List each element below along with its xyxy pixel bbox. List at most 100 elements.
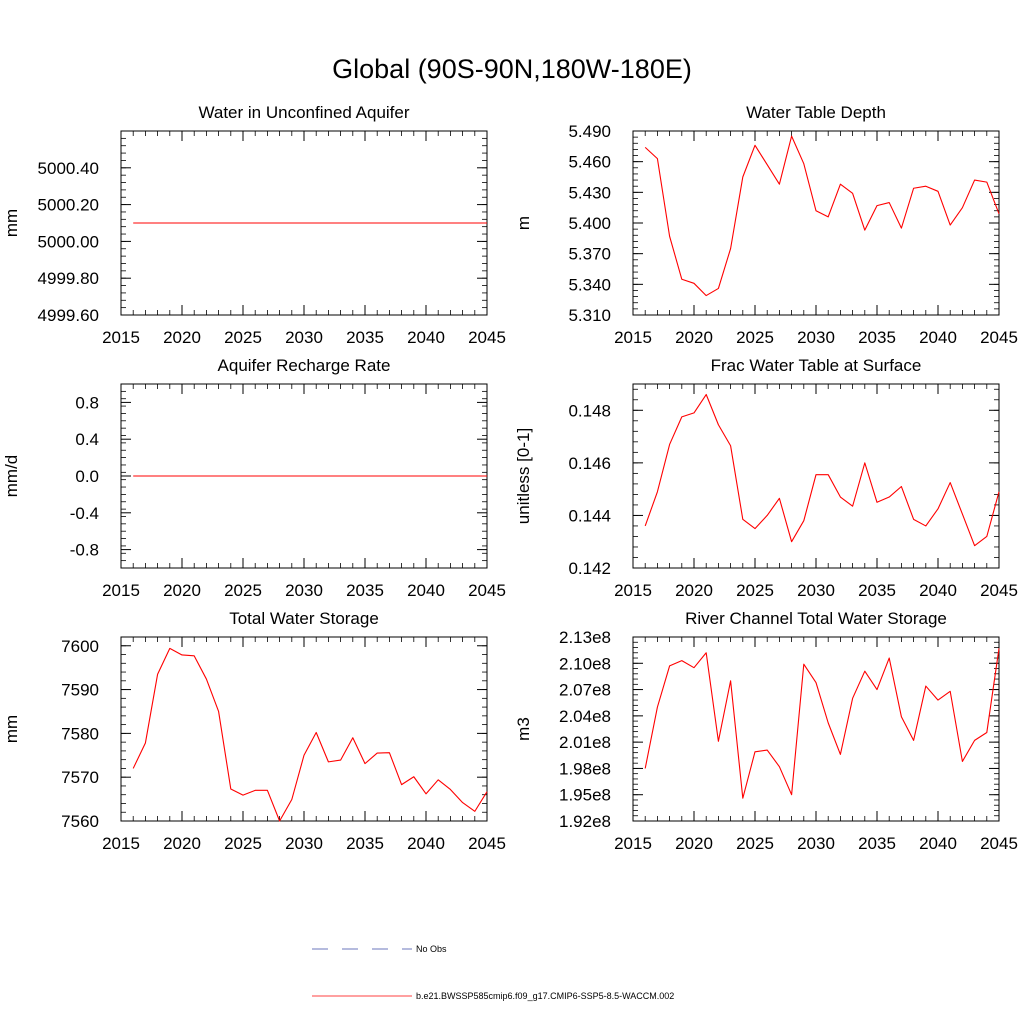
y-tick-label: 2.04e8 bbox=[559, 707, 611, 726]
y-tick-label: 5000.40 bbox=[38, 159, 99, 178]
series-line-1 bbox=[644, 135, 1000, 297]
y-tick-label: 0.8 bbox=[75, 393, 99, 412]
x-tick-label: 2030 bbox=[285, 328, 323, 347]
y-tick-label: 7600 bbox=[61, 637, 99, 656]
panel-title: Total Water Storage bbox=[229, 609, 379, 628]
chart-panels: 2015 2020 2025 2030 2035 2040 2045 4999.60 4999.… bbox=[2, 103, 1018, 853]
x-tick-label: 2020 bbox=[163, 834, 201, 853]
chart-panel-2: 2015 2020 2025 2030 2035 2040 2045 5.310 5.340 5.… bbox=[514, 103, 1018, 347]
chart-panel-1: 2015 2020 2025 2030 2035 2040 2045 4999.60 4999.… bbox=[2, 103, 506, 347]
y-axis-label: mm bbox=[2, 715, 21, 743]
y-tick-label: 5000.00 bbox=[38, 232, 99, 251]
y-tick-label: 5.490 bbox=[568, 122, 611, 141]
plot-frame bbox=[120, 636, 488, 822]
y-axis-label: m bbox=[514, 216, 533, 230]
x-tick-label: 2045 bbox=[468, 581, 506, 600]
panel-title: Frac Water Table at Surface bbox=[711, 356, 922, 375]
x-tick-label: 2015 bbox=[614, 581, 652, 600]
y-tick-label: 7560 bbox=[61, 812, 99, 831]
y-tick-label: 2.13e8 bbox=[559, 628, 611, 647]
x-tick-label: 2045 bbox=[468, 834, 506, 853]
x-tick-label: 2045 bbox=[468, 328, 506, 347]
x-tick-label: 2045 bbox=[980, 328, 1018, 347]
x-tick-label: 2040 bbox=[407, 328, 445, 347]
legend bbox=[312, 948, 412, 997]
x-tick-label: 2030 bbox=[285, 834, 323, 853]
y-tick-label: 0.142 bbox=[568, 559, 611, 578]
y-tick-label: 1.95e8 bbox=[559, 786, 611, 805]
y-tick-label: 5.400 bbox=[568, 214, 611, 233]
panel-title: River Channel Total Water Storage bbox=[685, 609, 947, 628]
x-tick-label: 2040 bbox=[407, 581, 445, 600]
x-tick-label: 2025 bbox=[736, 328, 774, 347]
chart-panel-3: 2015 2020 2025 2030 2035 2040 2045 -0.8 -0.4 0.0 0… bbox=[2, 356, 506, 600]
y-tick-label: 0.144 bbox=[568, 506, 611, 525]
x-tick-label: 2025 bbox=[736, 581, 774, 600]
y-tick-label: 7590 bbox=[61, 681, 99, 700]
x-tick-label: 2035 bbox=[858, 328, 896, 347]
x-tick-label: 2040 bbox=[919, 581, 957, 600]
legend-label-no-obs: No Obs bbox=[416, 944, 447, 954]
x-tick-label: 2020 bbox=[675, 328, 713, 347]
series-line-1 bbox=[644, 393, 1000, 547]
x-tick-label: 2015 bbox=[614, 834, 652, 853]
x-tick-label: 2030 bbox=[797, 328, 835, 347]
y-tick-label: 5.340 bbox=[568, 275, 611, 294]
x-tick-label: 2040 bbox=[919, 328, 957, 347]
figure-title: Global (90S-90N,180W-180E) bbox=[332, 54, 692, 84]
x-tick-label: 2020 bbox=[163, 328, 201, 347]
x-tick-label: 2040 bbox=[407, 834, 445, 853]
x-tick-label: 2025 bbox=[224, 328, 262, 347]
series-line-1 bbox=[132, 647, 488, 822]
chart-panel-6: 2015 2020 2025 2030 2035 2040 2045 1.92e8 1.95e8… bbox=[514, 609, 1018, 853]
x-tick-label: 2025 bbox=[224, 834, 262, 853]
y-tick-label: 1.98e8 bbox=[559, 759, 611, 778]
x-tick-label: 2015 bbox=[102, 834, 140, 853]
y-axis-label: mm/d bbox=[2, 455, 21, 498]
x-tick-label: 2020 bbox=[675, 581, 713, 600]
x-tick-label: 2035 bbox=[858, 581, 896, 600]
y-tick-label: 4999.80 bbox=[38, 269, 99, 288]
y-tick-label: -0.8 bbox=[70, 541, 99, 560]
y-tick-label: 5.370 bbox=[568, 245, 611, 264]
y-axis-label: mm bbox=[2, 209, 21, 237]
y-tick-label: 5000.20 bbox=[38, 196, 99, 215]
panel-title: Water in Unconfined Aquifer bbox=[198, 103, 409, 122]
y-tick-label: 2.07e8 bbox=[559, 681, 611, 700]
y-tick-label: 0.148 bbox=[568, 401, 611, 420]
x-tick-label: 2035 bbox=[346, 328, 384, 347]
y-tick-label: -0.4 bbox=[70, 504, 99, 523]
y-tick-label: 0.0 bbox=[75, 467, 99, 486]
x-tick-label: 2040 bbox=[919, 834, 957, 853]
x-tick-label: 2015 bbox=[102, 328, 140, 347]
y-axis-label: m3 bbox=[514, 717, 533, 741]
x-tick-label: 2045 bbox=[980, 834, 1018, 853]
x-tick-label: 2045 bbox=[980, 581, 1018, 600]
series-line-1 bbox=[644, 648, 1000, 799]
x-tick-label: 2030 bbox=[797, 834, 835, 853]
chart-panel-5: 2015 2020 2025 2030 2035 2040 2045 7560 7570 7580… bbox=[2, 609, 506, 853]
legend-label-model: b.e21.BWSSP585cmip6.f09_g17.CMIP6-SSP5-8… bbox=[416, 991, 675, 1001]
y-tick-label: 2.01e8 bbox=[559, 733, 611, 752]
y-tick-label: 4999.60 bbox=[38, 306, 99, 325]
x-tick-label: 2015 bbox=[614, 328, 652, 347]
x-tick-label: 2025 bbox=[224, 581, 262, 600]
y-tick-label: 0.146 bbox=[568, 454, 611, 473]
x-tick-label: 2030 bbox=[797, 581, 835, 600]
y-tick-label: 7580 bbox=[61, 724, 99, 743]
chart-panel-4: 2015 2020 2025 2030 2035 2040 2045 0.142 0.144 0.… bbox=[514, 356, 1018, 600]
x-tick-label: 2030 bbox=[285, 581, 323, 600]
x-tick-label: 2025 bbox=[736, 834, 774, 853]
x-tick-label: 2035 bbox=[346, 581, 384, 600]
panel-title: Aquifer Recharge Rate bbox=[218, 356, 391, 375]
y-tick-label: 5.310 bbox=[568, 306, 611, 325]
x-tick-label: 2035 bbox=[858, 834, 896, 853]
y-tick-label: 5.430 bbox=[568, 183, 611, 202]
x-tick-label: 2035 bbox=[346, 834, 384, 853]
y-tick-label: 2.10e8 bbox=[559, 654, 611, 673]
y-tick-label: 1.92e8 bbox=[559, 812, 611, 831]
x-tick-label: 2015 bbox=[102, 581, 140, 600]
x-tick-label: 2020 bbox=[675, 834, 713, 853]
x-tick-label: 2020 bbox=[163, 581, 201, 600]
